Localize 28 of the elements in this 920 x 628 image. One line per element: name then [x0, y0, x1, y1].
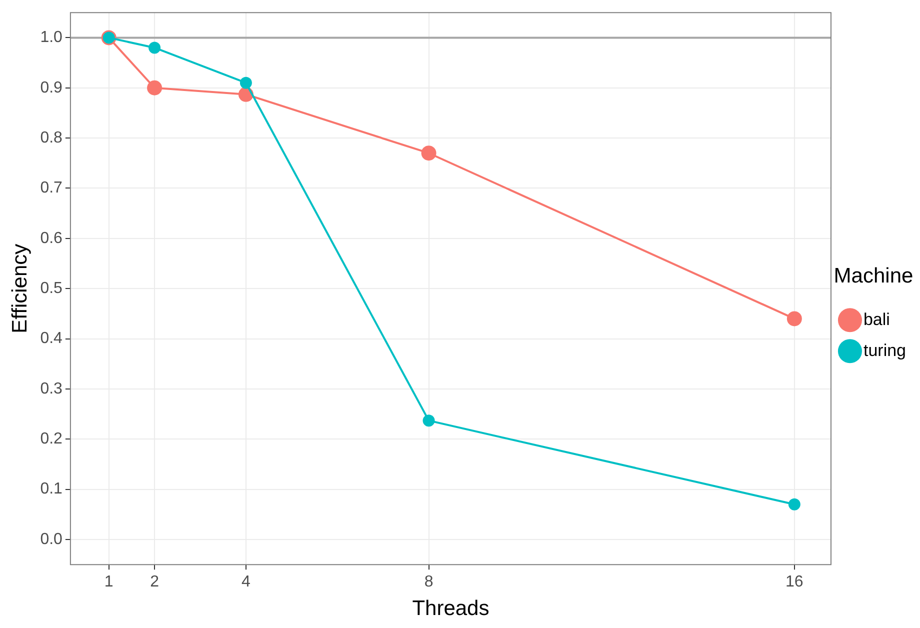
y-tick-label: 0.9: [40, 79, 63, 96]
legend-title: Machine: [834, 264, 914, 288]
y-tick-label: 0.8: [40, 129, 63, 146]
point: [422, 414, 435, 427]
x-tick-label: 8: [424, 574, 434, 591]
legend-label: bali: [863, 310, 890, 329]
point: [148, 42, 161, 54]
y-tick-label: 0.3: [40, 380, 63, 398]
point: [240, 76, 252, 89]
x-tick-label: 2: [150, 574, 160, 591]
x-tick-label: 16: [786, 574, 804, 591]
x-tick-label: 1: [104, 574, 114, 591]
point: [786, 311, 802, 326]
y-tick-label: 0.4: [40, 330, 63, 348]
y-tick-label: 0.7: [40, 180, 63, 197]
point: [788, 498, 800, 510]
point: [147, 80, 162, 96]
x-tick-label: 4: [241, 574, 250, 591]
point: [421, 146, 436, 161]
y-tick-label: 0.5: [40, 280, 63, 298]
y-tick-label: 0.1: [40, 480, 63, 498]
y-tick-label: 0.6: [40, 230, 63, 247]
y-tick-label: 1.0: [40, 29, 63, 46]
x-axis-title: Threads: [412, 597, 490, 620]
y-tick-label: 0.2: [40, 430, 63, 448]
y-axis-title: Efficiency: [8, 243, 32, 334]
legend-label: turing: [863, 340, 906, 360]
y-tick-label: 0.0: [40, 530, 63, 548]
